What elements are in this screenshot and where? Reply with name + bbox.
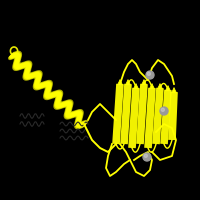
Circle shape — [160, 107, 168, 115]
Circle shape — [146, 71, 154, 79]
Circle shape — [147, 72, 150, 75]
Circle shape — [144, 154, 147, 157]
Circle shape — [161, 108, 164, 111]
Circle shape — [143, 153, 151, 161]
